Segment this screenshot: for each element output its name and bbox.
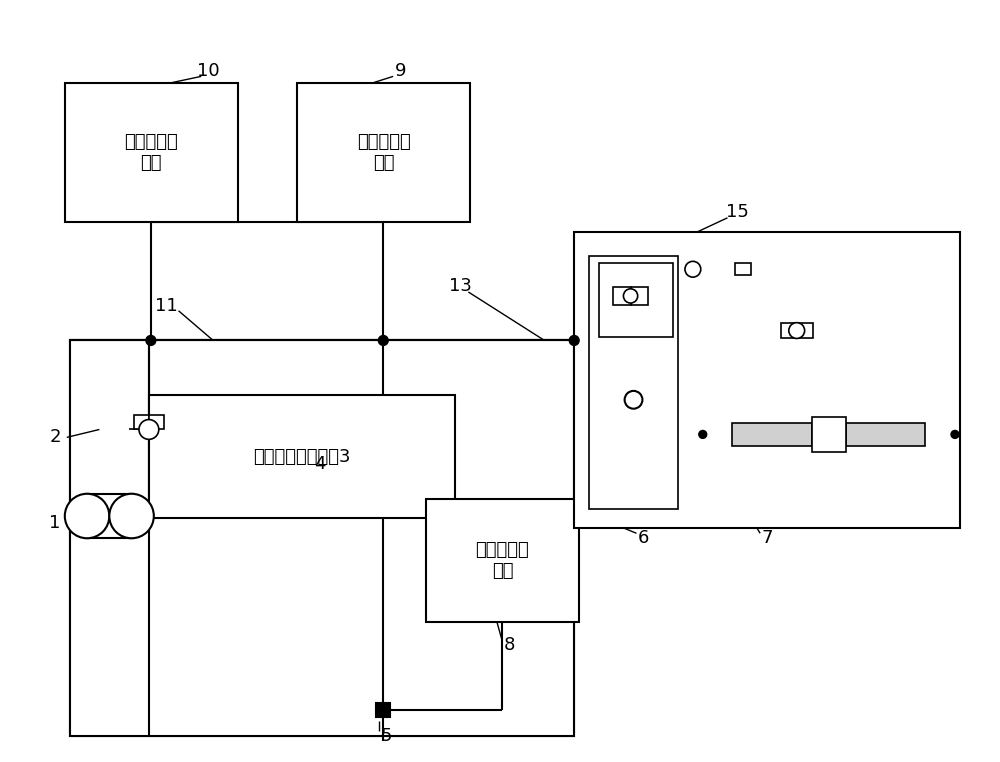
Circle shape [789,322,805,338]
Bar [781,322,813,338]
Text: 11: 11 [155,297,178,315]
Bar [134,415,149,430]
Bar [599,264,673,338]
Text: 右中门门泵
总成: 右中门门泵 总成 [476,541,529,580]
Bar [613,287,631,305]
Bar [574,232,960,528]
Bar [87,494,132,538]
Bar [631,287,648,305]
Bar [70,341,574,736]
Text: 10: 10 [197,62,220,81]
Text: 2: 2 [49,428,61,447]
Text: 8: 8 [504,636,516,654]
Bar [149,415,164,430]
Text: 15: 15 [726,203,749,221]
Circle shape [569,335,579,345]
Text: 4: 4 [314,455,326,473]
Text: 左中门门泵
总成: 左中门门泵 总成 [357,133,411,172]
Text: 13: 13 [449,277,472,295]
Ellipse shape [109,494,154,538]
Circle shape [951,431,959,438]
Circle shape [623,289,638,303]
Text: 左前门门泵
总成: 左前门门泵 总成 [124,133,178,172]
Circle shape [139,420,159,440]
Bar [732,423,812,447]
Circle shape [699,431,707,438]
Bar [65,83,238,222]
Bar [846,423,925,447]
Bar [149,395,455,518]
Circle shape [378,335,388,345]
Bar [812,417,846,452]
Bar [735,264,751,275]
Text: 乘客门应急控制器3: 乘客门应急控制器3 [253,447,351,466]
Bar [426,498,579,623]
Text: 6: 6 [638,530,649,547]
Text: 9: 9 [395,62,407,81]
Bar [70,341,574,736]
Circle shape [146,335,156,345]
Text: 7: 7 [761,530,773,547]
Ellipse shape [65,494,109,538]
Circle shape [625,391,642,408]
Bar [589,256,678,508]
Text: 1: 1 [49,514,61,533]
Bar [376,703,390,717]
Bar [297,83,470,222]
Text: 5: 5 [381,727,392,745]
Circle shape [685,261,701,277]
